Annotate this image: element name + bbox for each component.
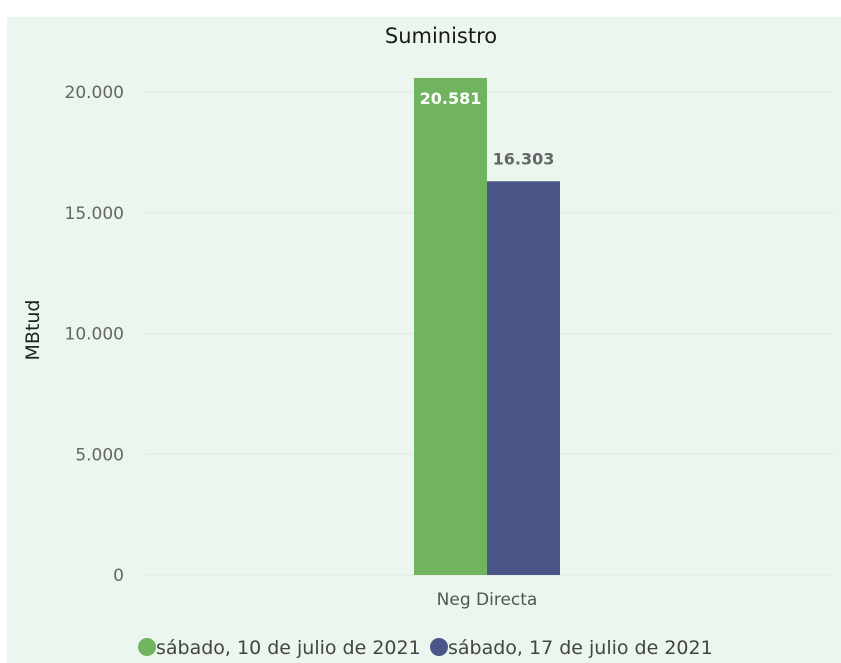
y-tick-label: 20.000	[65, 83, 124, 103]
y-tick-label: 0	[113, 566, 124, 586]
legend-label-2: sábado, 17 de julio de 2021	[448, 637, 713, 659]
x-axis-categories: Neg Directa	[437, 590, 538, 610]
legend-marker-1	[138, 638, 156, 656]
x-category-label: Neg Directa	[437, 590, 538, 610]
y-tick-label: 15.000	[65, 204, 124, 224]
y-axis-label: MBtud	[22, 300, 44, 361]
y-tick-label: 5.000	[75, 445, 124, 465]
y-axis-ticks: 0 5.000 10.000 15.000 20.000	[65, 83, 124, 586]
bars	[414, 77, 560, 576]
chart-title: Suministro	[385, 24, 497, 48]
data-labels: 20.581 16.303	[420, 89, 555, 168]
data-label-2: 16.303	[493, 149, 555, 168]
bar-1	[414, 77, 487, 576]
data-label-1: 20.581	[420, 89, 482, 108]
y-tick-label: 10.000	[65, 325, 124, 345]
bar-2	[487, 181, 560, 576]
legend: sábado, 10 de julio de 2021 sábado, 17 de…	[138, 637, 713, 659]
legend-label-1: sábado, 10 de julio de 2021	[156, 637, 421, 659]
legend-marker-2	[430, 638, 448, 656]
